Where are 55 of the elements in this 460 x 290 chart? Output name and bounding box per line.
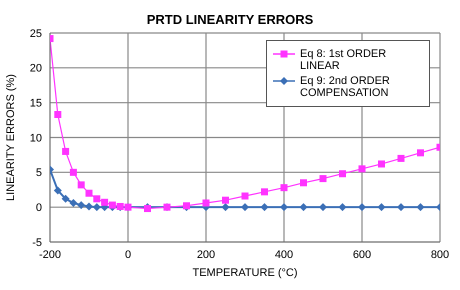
x-tick-label: 600 — [352, 248, 372, 261]
x-axis-title: TEMPERATURE (°C) — [192, 267, 298, 279]
point — [62, 148, 70, 155]
point — [261, 188, 268, 196]
y-tick-label: 25 — [30, 28, 42, 40]
x-tick-label: 800 — [430, 248, 450, 261]
point — [280, 203, 288, 212]
point — [77, 201, 86, 210]
point — [300, 179, 307, 186]
point — [86, 190, 92, 197]
point — [92, 203, 101, 212]
y-tick-label: 0 — [36, 202, 42, 214]
point — [416, 203, 424, 212]
chart-title: PRTD LINEARITY ERRORS — [146, 12, 314, 27]
point — [320, 175, 326, 182]
point — [242, 192, 248, 200]
y-tick-label: 10 — [30, 132, 42, 144]
point — [54, 111, 62, 118]
point — [358, 203, 366, 212]
y-tick-label: 20 — [30, 62, 42, 75]
point — [378, 160, 385, 168]
point — [358, 165, 366, 172]
y-tick-label: 15 — [30, 98, 42, 110]
point — [338, 203, 346, 212]
y-axis-title: LINEARITY ERRORS (%) — [4, 74, 17, 201]
point — [222, 196, 229, 204]
x-tick-label: -200 — [38, 248, 62, 261]
point — [85, 202, 93, 210]
point — [417, 149, 424, 156]
x-tick-label: 0 — [124, 248, 132, 261]
point — [93, 195, 100, 202]
point — [398, 154, 404, 162]
point — [70, 168, 77, 176]
point — [78, 181, 85, 188]
legend-label: Eq 8: 1st ORDER LINEAR — [300, 48, 388, 72]
point — [339, 170, 346, 178]
point — [62, 194, 70, 203]
x-tick-label: 400 — [274, 248, 294, 261]
y-tick-label: 5 — [36, 167, 42, 180]
point — [397, 203, 405, 212]
point — [202, 199, 210, 206]
x-tick-label: 200 — [196, 248, 216, 261]
point — [101, 198, 108, 206]
point — [241, 203, 249, 212]
point — [108, 202, 116, 209]
point — [69, 198, 78, 207]
point — [222, 203, 230, 212]
point — [54, 186, 62, 194]
y-tick-label: -5 — [32, 236, 42, 249]
point — [300, 203, 308, 212]
point — [260, 203, 268, 212]
legend-label: Eq 9: 2nd ORDER COMPENSATION — [300, 75, 391, 99]
point — [280, 184, 288, 192]
point — [378, 203, 386, 212]
point — [319, 203, 327, 212]
